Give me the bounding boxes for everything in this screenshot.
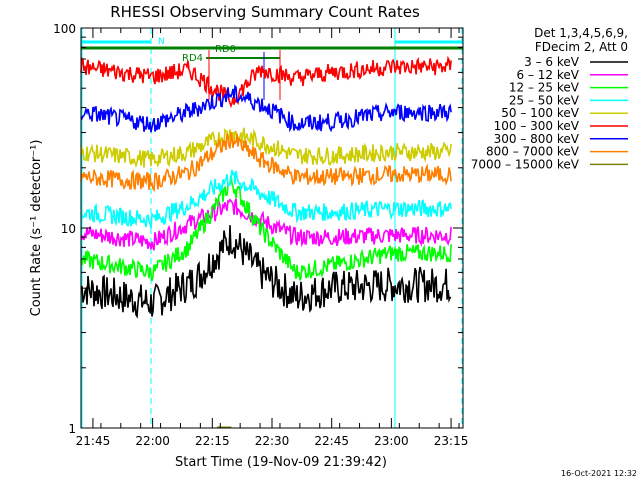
- x-tick-label: 23:00: [374, 434, 409, 448]
- legend-label: 25 – 50 keV: [509, 93, 580, 107]
- legend-label: 800 – 7000 keV: [486, 145, 580, 159]
- x-tick-label: 22:45: [314, 434, 349, 448]
- legend-label: 300 – 800 keV: [494, 132, 580, 146]
- x-tick-label: 22:00: [135, 434, 170, 448]
- x-tick-label: 23:15: [434, 434, 469, 448]
- annotation-rd4: RD4: [182, 53, 203, 64]
- x-tick-label: 21:45: [76, 434, 111, 448]
- series-line: [80, 225, 452, 319]
- y-tick-label: 100: [53, 22, 76, 36]
- legend-label: 7000 – 15000 keV: [471, 157, 580, 171]
- series-line: [80, 198, 452, 251]
- annotation-rd0: RD0: [215, 44, 236, 55]
- y-tick-label: 10: [61, 222, 76, 236]
- series-layer: [80, 55, 452, 428]
- series-line: [80, 84, 452, 133]
- legend-label: 50 – 100 keV: [501, 106, 580, 120]
- y-axis-label: Count Rate (s⁻¹ detector⁻¹): [29, 140, 44, 317]
- legend-label: 6 – 12 keV: [517, 68, 580, 82]
- annotation-n: N: [158, 37, 165, 47]
- series-line: [80, 169, 452, 229]
- x-tick-label: 22:15: [195, 434, 230, 448]
- axis-ticks: 1 10 100 21:45 22:00 22:15 22:30 22:45 23:00 23:1…: [53, 22, 468, 448]
- series-line: [80, 175, 452, 282]
- chart-title: RHESSI Observing Summary Count Rates: [110, 3, 420, 21]
- x-axis-label: Start Time (19-Nov-09 21:39:42): [175, 455, 387, 470]
- legend-header-2: FDecim 2, Att 0: [535, 40, 628, 54]
- x-tick-label: 22:30: [255, 434, 290, 448]
- legend-label: 100 – 300 keV: [494, 119, 580, 133]
- legend-label: 12 – 25 keV: [509, 81, 580, 95]
- series-line: [80, 131, 452, 193]
- series-line: [80, 127, 452, 168]
- legend-label: 3 – 6 keV: [524, 55, 580, 69]
- legend-header-1: Det 1,3,4,5,6,9,: [534, 26, 628, 40]
- y-tick-label: 1: [68, 422, 76, 436]
- series-line: [80, 55, 452, 109]
- timestamp: 16-Oct-2021 12:32: [561, 469, 637, 478]
- legend: Det 1,3,4,5,6,9, FDecim 2, Att 0 3 – 6 k…: [471, 26, 628, 171]
